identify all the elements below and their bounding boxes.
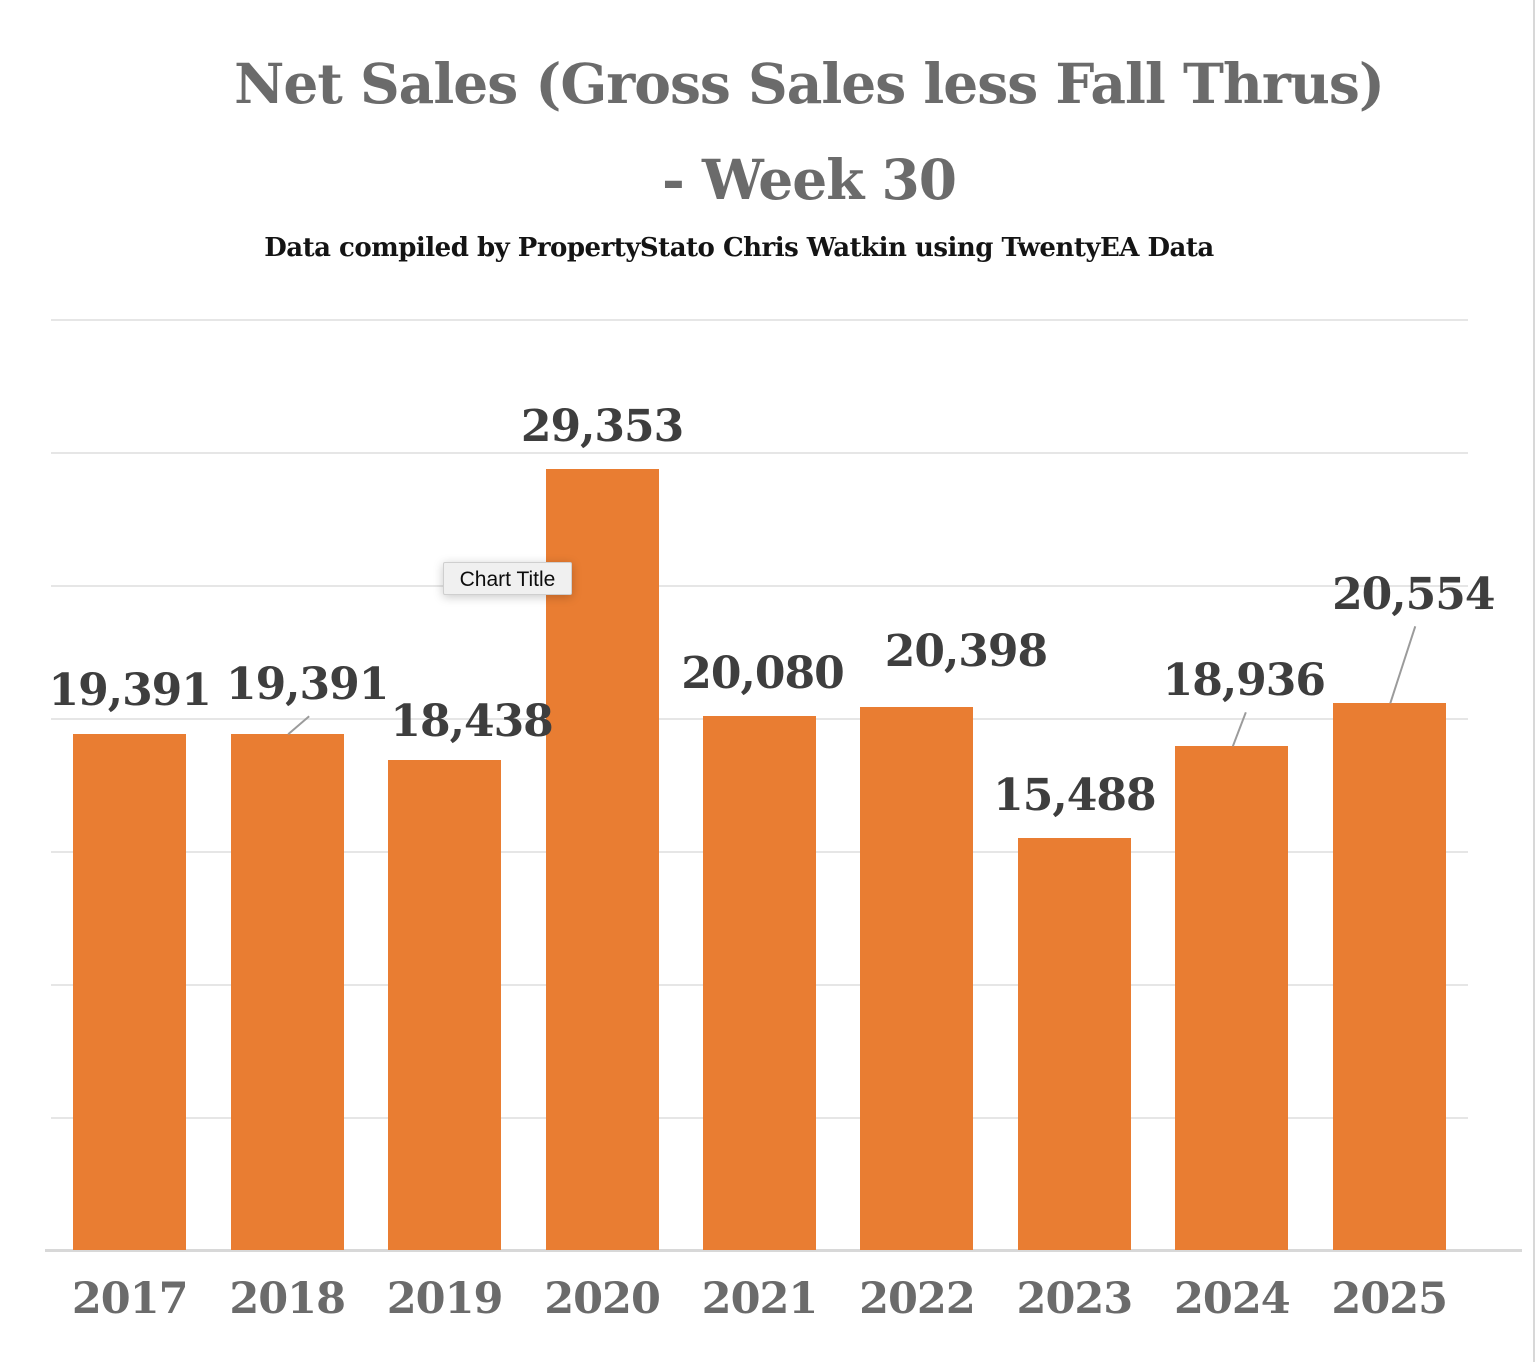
gridline-25000 bbox=[51, 585, 1468, 587]
value-label-2021: 20,080 bbox=[681, 647, 844, 699]
value-label-2024: 18,936 bbox=[1162, 655, 1326, 707]
value-label-2025: 20,554 bbox=[1332, 569, 1495, 621]
value-label-2022: 20,398 bbox=[884, 625, 1048, 677]
leader-line-2025 bbox=[1389, 625, 1417, 704]
chart-title-tooltip: Chart Title bbox=[443, 562, 572, 595]
bar-2022[interactable] bbox=[860, 707, 974, 1250]
chart-subtitle: Data compiled by PropertyStato Chris Wat… bbox=[264, 233, 1214, 263]
chart-main-title-line1: Net Sales (Gross Sales less Fall Thrus) bbox=[234, 51, 1385, 116]
chart-main-title-line2: - Week 30 bbox=[661, 147, 957, 212]
plot-area: 19,391 19,391 18,438 29,353 20,080 20,398 15,4… bbox=[48, 319, 1495, 1250]
x-tick-2021: 2021 bbox=[701, 1274, 819, 1324]
value-label-2017: 19,391 bbox=[48, 665, 212, 717]
value-label-2019: 18,438 bbox=[390, 695, 553, 747]
gridline-35000 bbox=[51, 319, 1468, 321]
bar-2020[interactable] bbox=[545, 469, 659, 1250]
bar-2019[interactable] bbox=[388, 759, 502, 1250]
bar-2024[interactable] bbox=[1175, 746, 1289, 1250]
bar-2017[interactable] bbox=[73, 734, 187, 1250]
x-axis-line bbox=[45, 1249, 1522, 1252]
value-label-2023: 15,488 bbox=[993, 770, 1156, 822]
x-tick-2025: 2025 bbox=[1331, 1274, 1448, 1324]
x-tick-2023: 2023 bbox=[1016, 1274, 1134, 1324]
page-right-border bbox=[1533, 0, 1535, 1362]
x-tick-2019: 2019 bbox=[386, 1274, 504, 1324]
value-label-2020: 29,353 bbox=[520, 401, 684, 453]
bar-2025[interactable] bbox=[1332, 703, 1446, 1250]
bar-2023[interactable] bbox=[1017, 838, 1131, 1250]
x-tick-2024: 2024 bbox=[1173, 1274, 1291, 1324]
x-tick-2022: 2022 bbox=[859, 1274, 976, 1324]
chart-main-title: Net Sales (Gross Sales less Fall Thrus) … bbox=[40, 36, 1538, 228]
x-tick-2017: 2017 bbox=[71, 1274, 189, 1324]
gridline-30000 bbox=[51, 452, 1468, 454]
value-label-2018: 19,391 bbox=[225, 659, 389, 711]
bar-2021[interactable] bbox=[703, 715, 816, 1250]
x-tick-2020: 2020 bbox=[544, 1274, 661, 1324]
bar-2018[interactable] bbox=[230, 734, 344, 1250]
x-tick-2018: 2018 bbox=[229, 1274, 346, 1324]
